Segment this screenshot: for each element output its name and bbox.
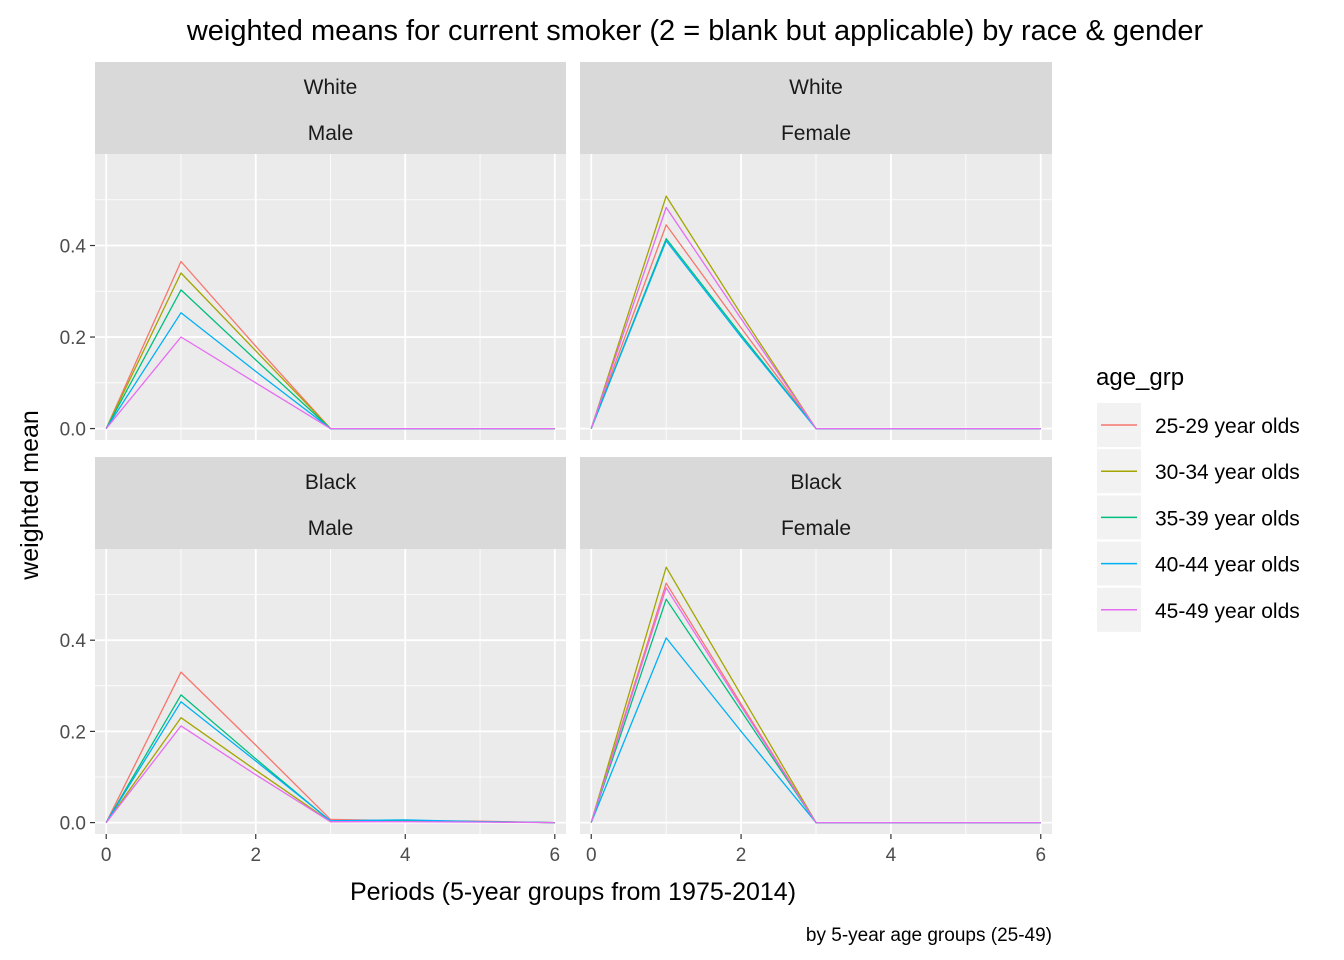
series-line xyxy=(105,725,555,824)
legend-item: 45-49 year olds xyxy=(1097,587,1300,632)
x-tick-label: 0 xyxy=(586,845,597,866)
y-tick-label: 0.4 xyxy=(60,237,87,258)
facet-strip-label: Female xyxy=(781,517,851,540)
x-tick-label: 6 xyxy=(549,845,560,866)
facet-strip-label: White xyxy=(789,76,843,99)
y-axis-label: weighted mean xyxy=(16,410,44,581)
panel-white-male: White Male xyxy=(95,62,566,440)
x-tick-label: 2 xyxy=(736,845,747,866)
y-tick-label: 0.2 xyxy=(60,328,86,349)
facet-strip xyxy=(95,62,566,154)
facet-strip-label: Black xyxy=(305,471,357,494)
series-line xyxy=(590,206,1041,430)
facet-strip-label: Male xyxy=(308,517,354,540)
y-tick-label: 0.4 xyxy=(60,631,87,652)
y-tick-label: 0.2 xyxy=(60,722,86,743)
chart-caption: by 5-year age groups (25-49) xyxy=(806,925,1052,946)
x-tick-label: 0 xyxy=(101,845,112,866)
legend-item: 30-34 year olds xyxy=(1097,449,1300,494)
chart-axes: 0.0 0.2 0.4 0.0 0.2 0.4 0 2 4 6 0 2 4 6 xyxy=(60,237,1046,866)
series-line xyxy=(590,587,1041,824)
y-tick-label: 0.0 xyxy=(60,420,86,441)
y-tick-label: 0.0 xyxy=(60,814,86,835)
facet-strip xyxy=(95,457,566,549)
chart-panels: White Male White Female Black Male Black Female xyxy=(95,62,1052,834)
facet-strip-label: Black xyxy=(790,471,842,494)
chart-title: weighted means for current smoker (2 = b… xyxy=(186,15,1204,47)
series-line xyxy=(105,336,555,430)
x-tick-label: 6 xyxy=(1035,845,1046,866)
facet-strip-label: White xyxy=(304,76,358,99)
x-tick-label: 4 xyxy=(886,845,897,866)
x-axis-label: Periods (5-year groups from 1975-2014) xyxy=(350,878,796,906)
x-tick-label: 4 xyxy=(400,845,411,866)
legend-label: 25-29 year olds xyxy=(1155,415,1300,438)
panel-white-female: White Female xyxy=(580,62,1052,440)
legend-item: 40-44 year olds xyxy=(1097,541,1300,586)
legend-item: 25-29 year olds xyxy=(1097,403,1300,447)
facet-strip-label: Male xyxy=(308,122,354,145)
panel-black-female: Black Female xyxy=(580,457,1052,834)
legend-label: 35-39 year olds xyxy=(1155,507,1300,530)
facet-strip-label: Female xyxy=(781,122,851,145)
legend-label: 45-49 year olds xyxy=(1155,600,1300,623)
panel-black-male: Black Male xyxy=(95,457,566,834)
legend-title: age_grp xyxy=(1096,364,1184,391)
legend-label: 40-44 year olds xyxy=(1155,554,1300,577)
facet-strip xyxy=(580,457,1052,549)
facet-strip xyxy=(580,62,1052,154)
legend: age_grp 25-29 year olds 30-34 year olds 35-… xyxy=(1096,364,1300,632)
x-tick-label: 2 xyxy=(250,845,261,866)
legend-item: 35-39 year olds xyxy=(1097,495,1300,540)
legend-label: 30-34 year olds xyxy=(1155,461,1300,484)
